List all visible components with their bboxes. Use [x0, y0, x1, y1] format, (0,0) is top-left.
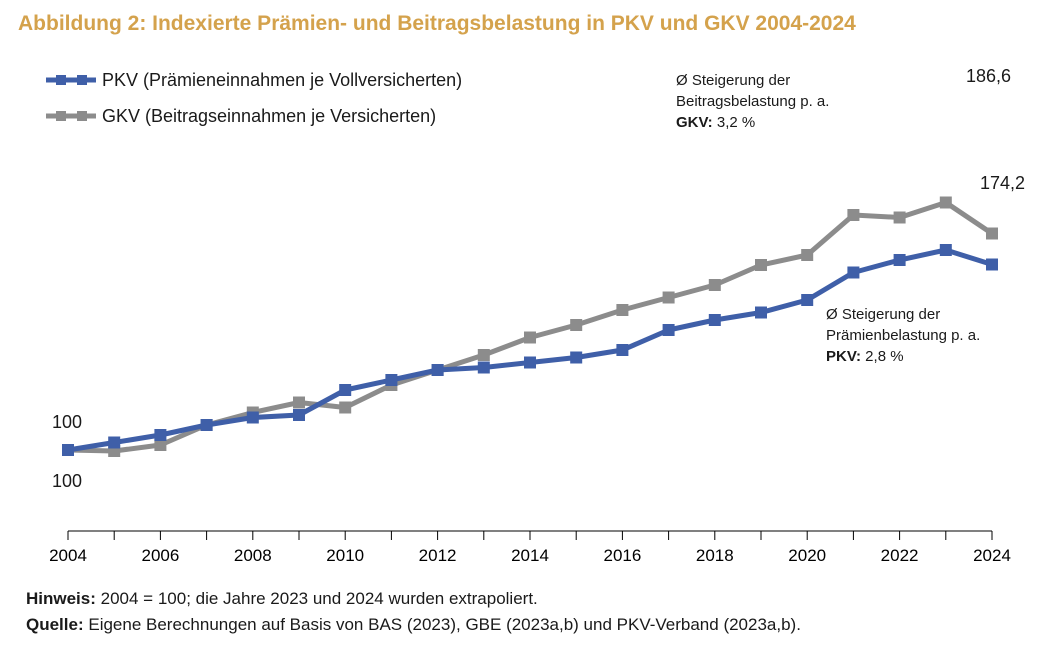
x-tick-label: 2020: [788, 546, 826, 565]
pkv-data-point: [385, 374, 398, 386]
pkv-annotation-line2: Prämienbelastung p. a.: [826, 327, 980, 344]
gkv-data-point: [708, 279, 721, 291]
pkv-data-point: [339, 384, 352, 396]
gkv-annotation-line1: Ø Steigerung der: [676, 72, 790, 89]
gkv-data-point: [755, 259, 767, 271]
pkv-data-point: [847, 266, 860, 279]
pkv-data-point: [708, 314, 721, 326]
pkv-data-point: [755, 306, 767, 319]
gkv-legend-marker: [77, 111, 87, 121]
gkv-end-label: 186,6: [966, 66, 1011, 86]
pkv-data-point: [662, 324, 675, 336]
pkv-data-point: [939, 244, 952, 256]
pkv-data-point: [293, 409, 305, 421]
pkv-data-point: [893, 254, 906, 266]
gkv-data-point: [570, 319, 583, 331]
x-tick-label: 2006: [141, 546, 179, 565]
x-tick-label: 2014: [511, 546, 549, 565]
source-text: Eigene Berechnungen auf Basis von BAS (2…: [88, 615, 801, 634]
pkv-data-point: [62, 444, 74, 456]
pkv-legend-marker: [77, 75, 87, 85]
gkv-data-point: [477, 349, 490, 361]
x-tick-label: 2008: [234, 546, 272, 565]
gkv-data-point: [154, 439, 167, 451]
pkv-annotation-line1: Ø Steigerung der: [826, 306, 940, 323]
pkv-data-point: [154, 429, 167, 441]
x-tick-label: 2012: [419, 546, 457, 565]
gkv-legend-marker: [56, 111, 66, 121]
gkv-data-point: [801, 249, 814, 261]
pkv-end-label: 174,2: [980, 173, 1025, 193]
chart-title: Abbildung 2: Indexierte Prämien- und Bei…: [18, 12, 856, 35]
pkv-data-point: [431, 364, 444, 376]
pkv-legend-marker: [56, 75, 66, 85]
pkv-data-point: [477, 361, 490, 374]
x-tick-label: 2010: [326, 546, 364, 565]
gkv-data-point: [662, 291, 675, 304]
x-tick-label: 2018: [696, 546, 734, 565]
gkv-data-point: [986, 227, 998, 240]
gkv-data-point: [293, 396, 305, 409]
pkv-annotation-value: PKV: 2,8 %: [826, 348, 904, 365]
gkv-annotation-rate: 3,2 %: [713, 114, 756, 131]
gkv-data-point: [616, 304, 629, 316]
note-text: 2004 = 100; die Jahre 2023 und 2024 wurd…: [100, 589, 538, 608]
pkv-data-point: [200, 419, 213, 431]
gkv-data-point: [339, 401, 352, 414]
source-line: Quelle: Eigene Berechnungen auf Basis vo…: [26, 615, 801, 635]
gkv-legend-label: GKV (Beitragseinnahmen je Versicherten): [102, 106, 436, 126]
gkv-start-label: 100: [52, 471, 82, 491]
pkv-start-label: 100: [52, 412, 82, 432]
gkv-data-point: [524, 331, 536, 344]
pkv-legend-label: PKV (Prämieneinnahmen je Vollversicherte…: [102, 70, 462, 90]
gkv-data-point: [893, 211, 906, 224]
pkv-data-point: [570, 351, 583, 364]
pkv-annotation-rate: 2,8 %: [861, 348, 904, 365]
gkv-annotation-bold: GKV:: [676, 114, 713, 131]
gkv-data-point: [847, 209, 860, 221]
x-tick-label: 2004: [49, 546, 87, 565]
pkv-data-point: [986, 258, 998, 271]
x-tick-label: 2016: [603, 546, 641, 565]
gkv-annotation-line2: Beitragsbelastung p. a.: [676, 93, 829, 110]
x-tick-label: 2024: [973, 546, 1011, 565]
gkv-annotation-value: GKV: 3,2 %: [676, 114, 755, 131]
pkv-data-point: [616, 344, 629, 356]
note-label: Hinweis:: [26, 589, 96, 608]
pkv-data-point: [801, 294, 814, 306]
pkv-data-point: [108, 436, 121, 449]
x-tick-label: 2022: [881, 546, 919, 565]
source-label: Quelle:: [26, 615, 84, 634]
gkv-data-point: [939, 196, 952, 209]
pkv-data-point: [524, 356, 536, 369]
note-line: Hinweis: 2004 = 100; die Jahre 2023 und …: [26, 589, 538, 609]
pkv-annotation-bold: PKV:: [826, 348, 861, 365]
pkv-data-point: [246, 411, 259, 424]
